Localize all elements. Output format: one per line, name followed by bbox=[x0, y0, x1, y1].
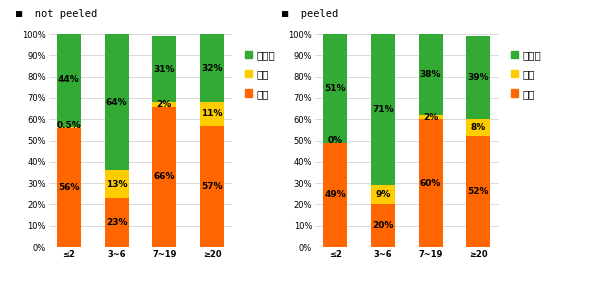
Text: 49%: 49% bbox=[324, 190, 346, 199]
Text: 2%: 2% bbox=[423, 113, 438, 122]
Bar bbox=[419, 119, 443, 247]
Bar bbox=[371, 34, 395, 185]
Text: 52%: 52% bbox=[468, 187, 489, 196]
Text: 23%: 23% bbox=[106, 218, 127, 227]
Text: 64%: 64% bbox=[106, 98, 128, 107]
Text: 2%: 2% bbox=[157, 100, 172, 109]
Text: 8%: 8% bbox=[471, 123, 486, 132]
Text: 9%: 9% bbox=[375, 190, 390, 199]
Legend: 도라지, 더덕, 인삼: 도라지, 더덕, 인삼 bbox=[511, 50, 541, 99]
Text: 57%: 57% bbox=[201, 182, 223, 191]
Bar bbox=[105, 170, 128, 198]
Bar bbox=[105, 34, 128, 170]
Bar bbox=[153, 102, 176, 106]
Bar bbox=[153, 106, 176, 247]
Bar bbox=[57, 127, 81, 128]
Text: 13%: 13% bbox=[106, 180, 127, 189]
Bar bbox=[419, 115, 443, 119]
Text: 39%: 39% bbox=[468, 73, 489, 82]
Bar bbox=[466, 36, 490, 119]
Bar bbox=[371, 185, 395, 204]
Text: 31%: 31% bbox=[154, 65, 175, 74]
Text: 0%: 0% bbox=[328, 136, 343, 145]
Text: 60%: 60% bbox=[420, 179, 441, 188]
Bar bbox=[466, 119, 490, 136]
Text: 71%: 71% bbox=[372, 105, 394, 114]
Bar bbox=[57, 128, 81, 247]
Bar bbox=[105, 198, 128, 247]
Text: 56%: 56% bbox=[58, 183, 80, 192]
Text: 38%: 38% bbox=[420, 70, 441, 79]
Bar bbox=[153, 36, 176, 102]
Legend: 도라지, 더덕, 인삼: 도라지, 더덕, 인삼 bbox=[245, 50, 275, 99]
Text: 51%: 51% bbox=[325, 84, 346, 93]
Text: 20%: 20% bbox=[372, 221, 393, 230]
Text: ■  peeled: ■ peeled bbox=[282, 9, 338, 18]
Text: ■  not peeled: ■ not peeled bbox=[16, 9, 97, 18]
Bar bbox=[371, 204, 395, 247]
Bar bbox=[200, 102, 224, 126]
Bar bbox=[419, 34, 443, 115]
Text: 66%: 66% bbox=[154, 172, 175, 181]
Bar bbox=[57, 33, 81, 127]
Bar bbox=[200, 34, 224, 102]
Text: 0.5%: 0.5% bbox=[57, 121, 81, 130]
Bar bbox=[323, 143, 347, 247]
Text: 44%: 44% bbox=[58, 75, 80, 84]
Bar bbox=[200, 126, 224, 247]
Bar bbox=[323, 34, 347, 143]
Text: 11%: 11% bbox=[201, 109, 223, 118]
Bar bbox=[466, 136, 490, 247]
Text: 32%: 32% bbox=[201, 64, 223, 73]
